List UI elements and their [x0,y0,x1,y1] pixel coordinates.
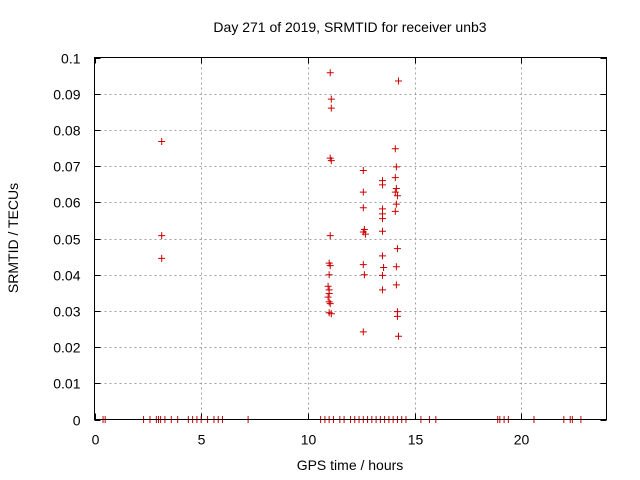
y-tick-label: 0.06 [53,195,80,211]
data-point [359,328,367,336]
y-tick-label: 0.05 [53,232,80,248]
data-point [393,192,401,200]
tick-label-layer: 0 0.01 0.02 0.03 0.04 0.05 0.06 0.07 0.08 0.09 0.1… [53,51,529,448]
data-point [391,188,399,196]
y-tick-label: 0.08 [53,123,80,139]
data-point [392,281,400,289]
y-tick-label: 0 [73,413,81,429]
x-tick-label: 5 [198,432,206,448]
data-point [395,77,402,85]
data-point [326,300,334,308]
plot-frame [94,57,607,420]
y-tick-label: 0.09 [53,87,80,103]
data-point [393,245,401,253]
data-point [395,332,402,340]
data-point [326,262,334,270]
data-point [379,227,386,235]
data-point [379,181,386,189]
x-tick-label: 20 [514,432,530,448]
x-axis-label: GPS time / hours [297,457,404,473]
data-point [158,232,166,240]
x-tick-label: 10 [301,432,317,448]
y-tick-label: 0.1 [61,51,81,67]
y-tick-label: 0.01 [53,376,80,392]
data-point [359,204,367,212]
data-point [324,282,332,290]
y-tick-label: 0.02 [53,340,80,356]
y-tick-label: 0.03 [53,304,80,320]
y-tick-label: 0.07 [53,159,80,175]
points-layer [99,69,585,423]
data-point [359,188,367,196]
data-point [325,290,333,298]
data-point [327,104,335,112]
data-point [391,174,399,182]
tick-layer [94,57,607,421]
y-axis-label: SRMTID / TECUs [5,183,21,293]
data-point [359,166,367,174]
data-point [393,312,401,320]
data-point [326,69,334,77]
data-point [379,215,386,223]
data-point [391,207,399,215]
grid-layer [94,57,607,420]
data-point [158,137,166,145]
data-point [391,145,399,153]
data-point [380,263,388,271]
chart-title: Day 271 of 2019, SRMTID for receiver unb… [213,19,486,35]
data-point [359,261,367,269]
data-point [325,298,333,306]
data-point [324,293,332,301]
data-point [326,232,334,240]
data-point [327,95,335,103]
data-point [325,271,333,279]
x-tick-label: 15 [408,432,424,448]
data-point [392,163,400,171]
data-point [158,254,166,262]
data-point [392,263,400,271]
data-point [360,271,368,279]
data-point [327,157,335,165]
data-point [379,271,386,279]
data-point [392,185,400,193]
data-point [379,252,386,260]
data-point [361,230,369,238]
data-point [392,200,400,208]
data-point [379,286,386,294]
y-tick-label: 0.04 [53,268,80,284]
data-point [327,310,335,318]
x-tick-label: 0 [92,432,100,448]
